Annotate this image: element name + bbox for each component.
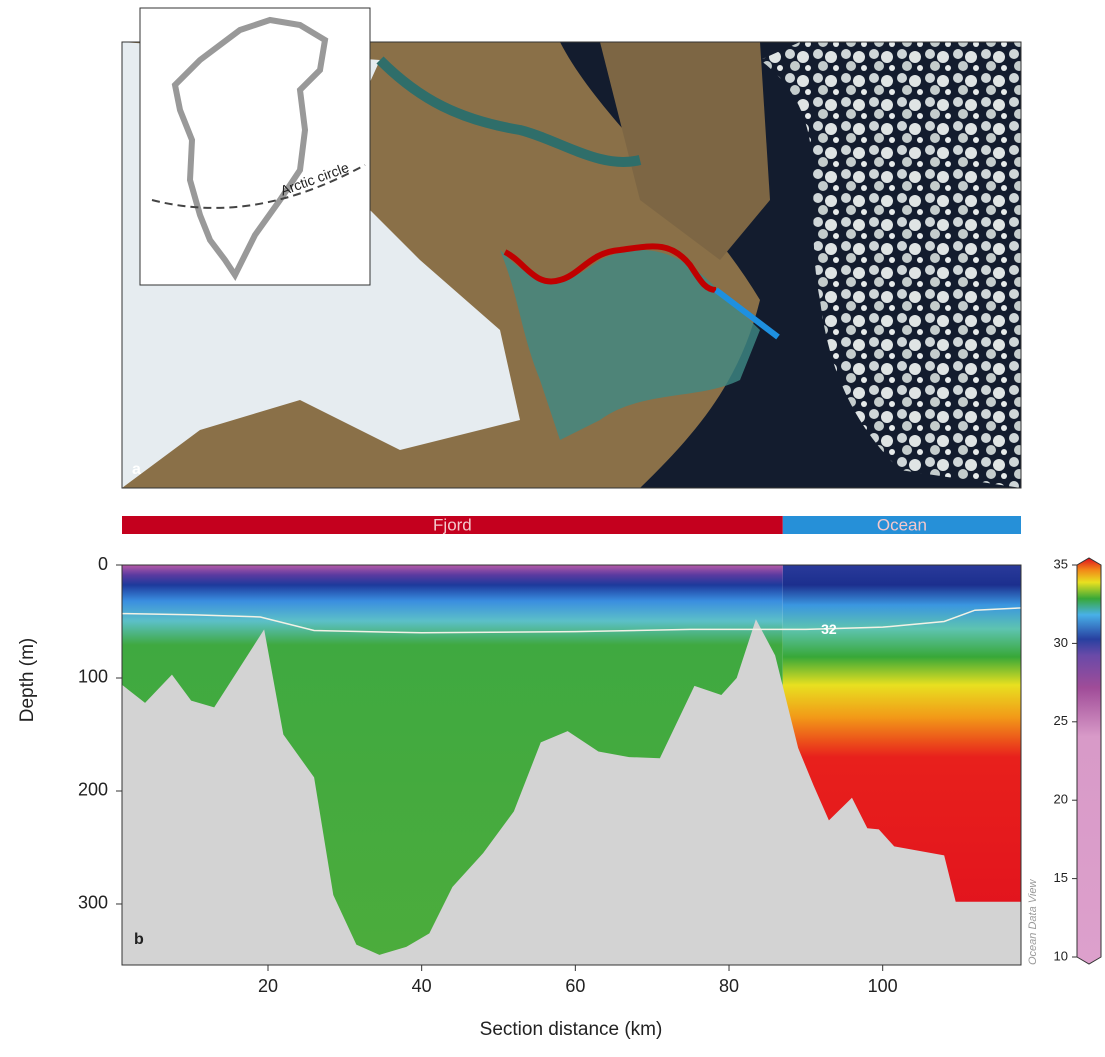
colorbar-tick-label: 35	[1054, 556, 1068, 571]
plot-frame	[121, 564, 1022, 966]
greenland	[171, 16, 329, 281]
y-tick-label: 0	[98, 554, 108, 574]
fjord-track	[503, 243, 717, 293]
y-tick-label: 200	[78, 780, 108, 800]
colorbar	[1076, 557, 1102, 965]
sea-ice	[760, 42, 1021, 488]
colorbar-tick-label: 15	[1054, 870, 1068, 885]
region-bar	[782, 516, 1021, 534]
panel-label: a	[132, 461, 141, 478]
colorbar-tick-label: 10	[1054, 948, 1068, 963]
colorbar-tick-label: 30	[1054, 635, 1068, 650]
section-plot: 32	[121, 565, 1022, 965]
x-tick-label: 20	[258, 976, 278, 996]
x-tick-label: 40	[412, 976, 432, 996]
bathymetry	[122, 619, 1021, 965]
inset-map: Arctic circle	[139, 7, 371, 286]
fjord-water	[500, 249, 760, 440]
contour-label: 32	[821, 621, 837, 637]
contour-line	[121, 607, 1022, 634]
land	[600, 42, 770, 260]
y-axis-title: Depth (m)	[17, 638, 38, 722]
map-frame	[121, 41, 1022, 489]
region-label: Fjord	[433, 515, 472, 534]
y-tick-label: 300	[78, 893, 108, 913]
region-label: Ocean	[877, 515, 927, 534]
arctic-circle	[151, 164, 366, 209]
region-bar	[122, 516, 783, 534]
x-tick-label: 60	[565, 976, 585, 996]
x-tick-label: 80	[719, 976, 739, 996]
ocean-track	[714, 287, 780, 340]
panel-label: b	[134, 931, 144, 948]
colorbar-tick-label: 20	[1054, 792, 1068, 807]
watermark: Ocean Data View	[1027, 879, 1039, 965]
satellite-map	[122, 42, 1021, 488]
colorbar-tick-label: 25	[1054, 713, 1068, 728]
x-axis-title: Section distance (km)	[480, 1019, 663, 1040]
fjord-water	[376, 56, 642, 167]
x-tick-label: 100	[868, 976, 898, 996]
y-tick-label: 100	[78, 667, 108, 687]
